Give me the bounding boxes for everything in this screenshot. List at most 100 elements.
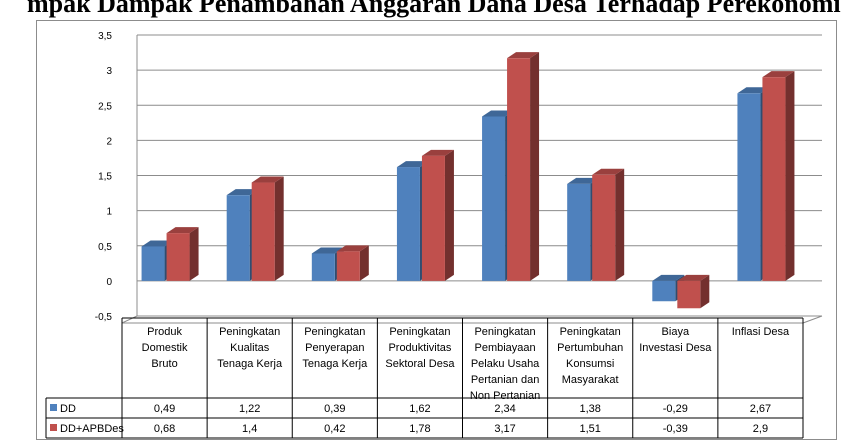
category-label: Pertumbuhan (557, 342, 623, 354)
category-label: Peningkatan (389, 326, 450, 338)
bar-top (592, 168, 625, 175)
chart-frame (36, 20, 837, 440)
category-label: Inflasi Desa (732, 326, 790, 338)
bar-side (615, 168, 625, 281)
category-label: Sektoral Desa (385, 358, 455, 370)
category-label: Investasi Desa (639, 342, 712, 354)
category-label: Tenaga Kerja (217, 358, 283, 370)
bar-dd-apbdes (677, 274, 710, 309)
bar-front (652, 280, 676, 302)
y-tick-label: -0,5 (95, 312, 113, 323)
category-label: Peningkatan (219, 326, 280, 338)
bar-top (567, 177, 600, 184)
category-label: Konsumsi (566, 358, 614, 370)
category-label: Masyarakat (562, 374, 619, 386)
bar-top (762, 71, 795, 78)
category-label: Pembiayaan (474, 342, 535, 354)
bar-side (785, 71, 795, 281)
bar-front (762, 77, 786, 281)
legend-label: DD+APBDes (60, 423, 124, 435)
bar-top (141, 240, 174, 247)
category-label: Penyerapan (305, 342, 364, 354)
bar-dd-apbdes (507, 52, 540, 281)
y-tick-label: 2 (106, 136, 112, 147)
category-label: Peningkatan (474, 326, 535, 338)
category-label: Tenaga Kerja (302, 358, 368, 370)
bar-front (251, 182, 275, 281)
bar-top (226, 189, 259, 196)
bar-dd-apbdes (421, 149, 454, 281)
bar-front (592, 174, 616, 281)
bar-top (421, 149, 454, 156)
bar-side (700, 274, 710, 309)
y-tick-label: 0,5 (98, 242, 112, 253)
bar-front (396, 167, 420, 281)
legend-key (50, 424, 57, 431)
bar-front (166, 233, 190, 281)
category-label: Produktivitas (388, 342, 451, 354)
bar-front (226, 195, 250, 281)
data-label: 1,38 (579, 403, 600, 415)
bar-front (482, 116, 506, 281)
bar-top (507, 52, 540, 59)
bar-front (507, 58, 531, 281)
bar-top (737, 87, 770, 94)
y-tick-label: 1 (106, 207, 112, 218)
data-label: 0,49 (154, 403, 175, 415)
category-label: Non Pertanian (470, 390, 540, 402)
bar-top (652, 274, 685, 281)
category-label: Peningkatan (304, 326, 365, 338)
data-label: 1,22 (239, 403, 260, 415)
y-tick-label: 0 (106, 277, 112, 288)
data-label: -0,39 (663, 423, 688, 435)
data-label: 1,4 (242, 423, 257, 435)
bar-side (444, 149, 454, 281)
bar-dd-apbdes (251, 176, 284, 281)
chart-heading: mpak Dampak Penambahan Anggaran Dana Des… (27, 0, 841, 18)
data-label: 2,67 (750, 403, 771, 415)
bar-top (677, 274, 710, 281)
data-label: 2,34 (494, 403, 515, 415)
category-label: Bruto (151, 358, 177, 370)
bar-front (677, 280, 701, 309)
data-label: 1,51 (579, 423, 600, 435)
floor-edge (121, 315, 138, 324)
bar-top (166, 227, 199, 234)
bar-side (530, 52, 540, 281)
bar-top (311, 247, 344, 254)
bar-top (336, 245, 369, 252)
category-label: Produk (147, 326, 182, 338)
data-label: 1,78 (409, 423, 430, 435)
bar-front (311, 253, 335, 281)
y-tick-label: 2,5 (98, 101, 112, 112)
bar-side (189, 227, 199, 281)
bar-dd-apbdes (166, 227, 199, 281)
bar-dd-apbdes (592, 168, 625, 281)
bar-front (336, 251, 360, 281)
category-label: Pelaku Usaha (471, 358, 540, 370)
data-label: 2,9 (753, 423, 768, 435)
bar-front (567, 183, 591, 281)
category-label: Kualitas (230, 342, 270, 354)
category-label: Pertanian dan (471, 374, 540, 386)
legend-key (50, 404, 57, 411)
data-label: 0,39 (324, 403, 345, 415)
y-tick-label: 3 (106, 66, 112, 77)
bar-front (737, 93, 761, 281)
category-label: Peningkatan (560, 326, 621, 338)
bar-dd-apbdes (762, 71, 795, 281)
category-label: Biaya (662, 326, 690, 338)
data-label: -0,29 (663, 403, 688, 415)
bar-dd-apbdes (336, 245, 369, 281)
data-label: 3,17 (494, 423, 515, 435)
category-label: Domestik (142, 342, 188, 354)
data-label: 1,62 (409, 403, 430, 415)
bar-front (421, 155, 445, 281)
floor-edge (802, 315, 823, 324)
bar-side (359, 245, 369, 281)
data-label: 0,68 (154, 423, 175, 435)
y-tick-label: 1,5 (98, 172, 112, 183)
bar-side (274, 176, 284, 281)
bar-top (396, 161, 429, 168)
